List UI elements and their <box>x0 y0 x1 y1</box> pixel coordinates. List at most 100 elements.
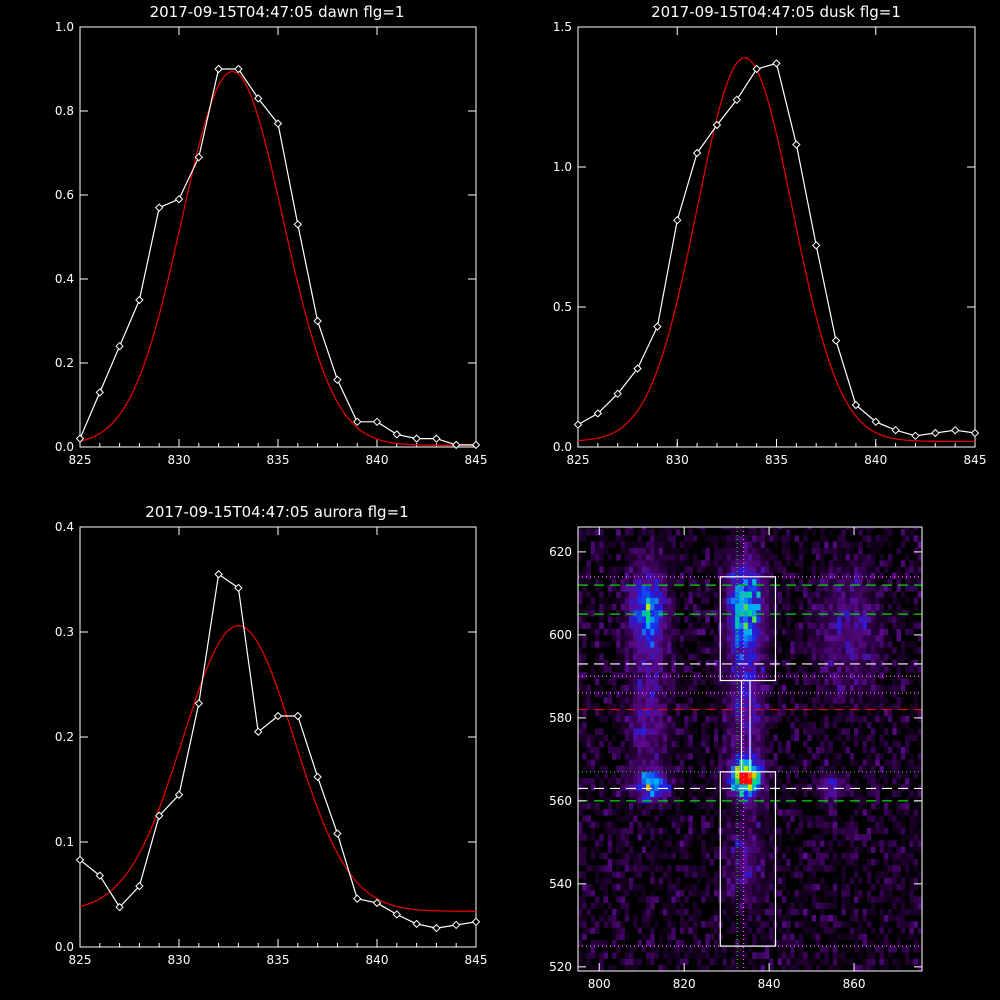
heatmap-cell <box>684 666 689 673</box>
heatmap-cell <box>871 908 876 916</box>
heatmap-cell <box>646 827 651 835</box>
heatmap-cell <box>650 703 655 710</box>
heatmap-cell <box>654 859 659 866</box>
heatmap-cell <box>896 846 901 853</box>
heatmap-cell <box>747 535 753 542</box>
heatmap-cell <box>807 815 812 822</box>
heatmap-cell <box>688 684 693 692</box>
heatmap-cell <box>633 709 638 717</box>
heatmap-cell <box>756 809 761 816</box>
heatmap-cell <box>875 591 880 598</box>
heatmap-cell <box>739 529 744 536</box>
heatmap-cell <box>769 964 774 971</box>
heatmap-cell <box>760 840 766 847</box>
heatmap-cell <box>658 647 664 654</box>
heatmap-cell <box>641 622 647 629</box>
heatmap-cell <box>862 628 867 636</box>
heatmap-cell <box>913 815 918 822</box>
heatmap-cell <box>595 927 600 934</box>
heatmap-cell <box>896 634 901 642</box>
heatmap-cell <box>879 603 884 611</box>
heatmap-cell <box>773 529 778 536</box>
heatmap-cell <box>871 802 876 810</box>
heatmap-cell <box>629 840 634 847</box>
heatmap-cell <box>739 890 744 897</box>
heatmap-cell <box>798 603 804 611</box>
heatmap-cell <box>658 715 664 723</box>
heatmap-cell <box>913 908 918 916</box>
heatmap-cell <box>620 796 625 804</box>
heatmap-cell <box>883 616 889 623</box>
heatmap-cell <box>722 672 727 679</box>
heatmap-cell <box>849 834 855 841</box>
heatmap-cell <box>837 796 842 804</box>
heatmap-cell <box>646 796 651 804</box>
heatmap-cell <box>769 527 774 530</box>
heatmap-xtick-label: 840 <box>758 977 781 991</box>
heatmap-cell <box>658 865 664 872</box>
heatmap-cell <box>578 834 583 841</box>
heatmap-cell <box>777 690 783 698</box>
heatmap-ytick-label: 560 <box>549 794 572 808</box>
heatmap-cell <box>824 709 829 717</box>
heatmap-cell <box>747 578 753 586</box>
heatmap-cell <box>730 821 736 829</box>
heatmap-cell <box>679 890 685 897</box>
heatmap-cell <box>641 915 647 922</box>
heatmap-cell <box>905 809 910 816</box>
heatmap-cell <box>828 647 834 654</box>
heatmap-cell <box>726 527 732 530</box>
heatmap-cell <box>739 572 744 580</box>
heatmap-cell <box>845 666 851 673</box>
heatmap-cell <box>590 641 596 648</box>
heatmap-cell <box>730 566 736 573</box>
heatmap-cell <box>641 827 647 835</box>
heatmap-cell <box>722 871 727 878</box>
heatmap-cell <box>820 634 825 642</box>
heatmap-cell <box>828 840 834 847</box>
heatmap-cell <box>832 802 838 810</box>
heatmap-cell <box>837 753 842 760</box>
heatmap-cell <box>671 908 676 916</box>
heatmap-cell <box>811 641 817 648</box>
heatmap-cell <box>671 634 676 642</box>
heatmap-cell <box>735 535 740 542</box>
heatmap-cell <box>743 790 749 797</box>
heatmap-cell <box>743 641 749 648</box>
heatmap-cell <box>866 535 872 542</box>
heatmap-cell <box>837 659 842 667</box>
heatmap-cell <box>667 952 672 959</box>
heatmap-cell <box>624 722 630 729</box>
heatmap-cell <box>654 641 659 648</box>
heatmap-cell <box>595 964 600 971</box>
heatmap-cell <box>841 784 846 791</box>
heatmap-cell <box>654 616 659 623</box>
heatmap-cell <box>662 802 668 810</box>
heatmap-cell <box>781 578 787 586</box>
heatmap-cell <box>713 690 719 698</box>
heatmap-cell <box>599 964 604 971</box>
heatmap-cell <box>650 821 655 829</box>
heatmap-cell <box>913 958 918 966</box>
heatmap-cell <box>854 827 859 835</box>
heatmap-cell <box>607 877 613 885</box>
heatmap-cell <box>667 722 672 729</box>
heatmap-cell <box>582 921 587 928</box>
heatmap-cell <box>658 964 664 971</box>
heatmap-cell <box>667 641 672 648</box>
heatmap-cell <box>769 678 774 685</box>
heatmap-cell <box>599 852 604 860</box>
heatmap-cell <box>756 734 761 741</box>
heatmap-cell <box>696 834 702 841</box>
heatmap-cell <box>616 796 621 804</box>
heatmap-cell <box>769 765 774 773</box>
heatmap-cell <box>633 778 638 785</box>
heatmap-cell <box>629 784 634 791</box>
heatmap-cell <box>582 834 587 841</box>
chart-2-ytick-label: 0.1 <box>55 835 74 849</box>
heatmap-cell <box>798 815 804 822</box>
heatmap-cell <box>747 896 753 903</box>
heatmap-cell <box>815 802 821 810</box>
heatmap-cell <box>871 572 876 580</box>
heatmap-cell <box>824 647 829 654</box>
